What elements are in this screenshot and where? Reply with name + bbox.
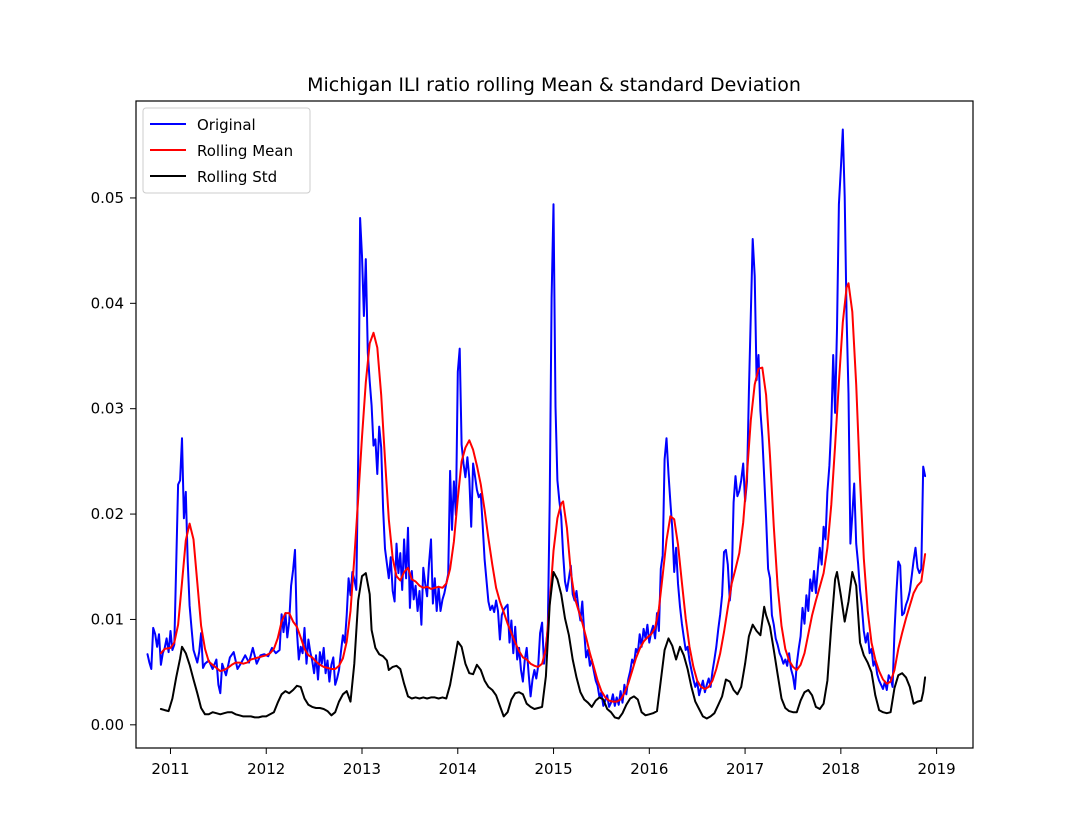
legend-label: Rolling Mean <box>197 142 293 160</box>
x-tick-label: 2011 <box>151 760 189 778</box>
legend-label: Original <box>197 116 256 134</box>
series-line-rolling-std <box>159 571 927 720</box>
y-tick-label: 0.00 <box>91 716 124 734</box>
y-axis: 0.00 0.01 0.02 0.03 0.04 0.05 <box>91 189 136 734</box>
x-tick-label: 2014 <box>439 760 477 778</box>
chart-title: Michigan ILI ratio rolling Mean & standa… <box>307 74 801 96</box>
legend-label: Rolling Std <box>197 168 277 186</box>
legend: Original Rolling Mean Rolling Std <box>142 107 311 194</box>
x-tick-label: 2017 <box>726 760 764 778</box>
x-tick-label: 2015 <box>534 760 572 778</box>
x-axis: 2011 2012 2013 2014 2015 2016 2017 2018 2019 <box>151 748 956 778</box>
y-tick-label: 0.05 <box>91 189 124 207</box>
plot-frame <box>135 100 974 749</box>
series-layer <box>146 128 927 720</box>
y-tick-label: 0.03 <box>91 400 124 418</box>
legend-box <box>142 107 311 194</box>
x-tick-label: 2012 <box>247 760 285 778</box>
y-tick-label: 0.02 <box>91 505 124 523</box>
x-tick-label: 2019 <box>918 760 956 778</box>
x-tick-label: 2018 <box>822 760 860 778</box>
x-tick-label: 2013 <box>343 760 381 778</box>
y-tick-label: 0.01 <box>91 610 124 628</box>
series-line-rolling-mean <box>159 282 927 703</box>
x-tick-label: 2016 <box>630 760 668 778</box>
y-tick-label: 0.04 <box>91 294 124 312</box>
